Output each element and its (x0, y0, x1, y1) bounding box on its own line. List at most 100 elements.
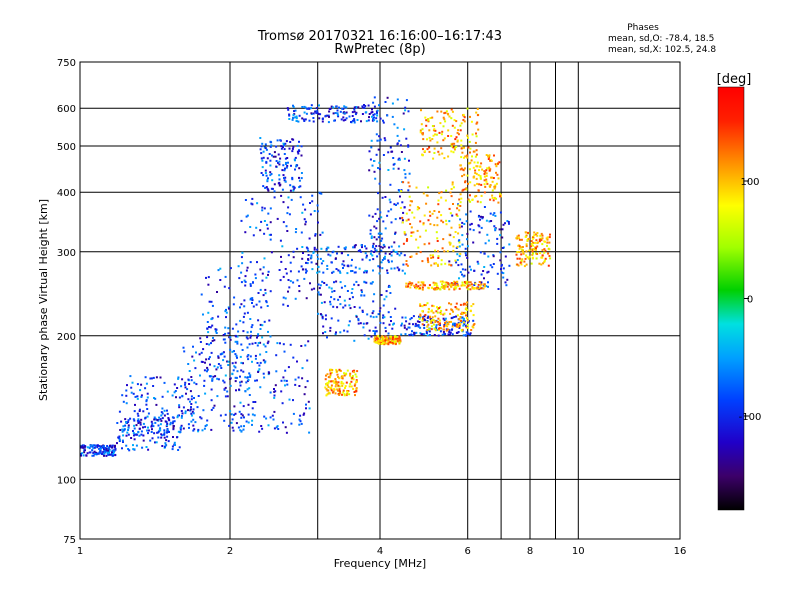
data-point (176, 436, 178, 439)
data-point (528, 237, 530, 240)
data-point (259, 361, 262, 364)
data-point (468, 168, 471, 171)
data-point (246, 355, 249, 358)
data-point (194, 401, 197, 404)
data-point (239, 375, 241, 378)
data-point (270, 144, 273, 147)
data-point (340, 286, 343, 289)
data-point (234, 376, 237, 379)
data-point (251, 302, 253, 304)
data-point (242, 321, 245, 324)
data-point (447, 129, 450, 132)
data-point (450, 188, 453, 190)
data-point (197, 428, 200, 431)
data-point (192, 424, 195, 427)
data-point (498, 228, 501, 231)
data-point (432, 129, 435, 132)
data-point (215, 368, 218, 371)
data-point (398, 254, 401, 257)
data-point (485, 180, 488, 183)
data-point (275, 145, 278, 148)
data-point (382, 340, 385, 343)
data-point (494, 229, 497, 232)
data-point (335, 370, 338, 373)
data-point (456, 331, 459, 334)
data-point (306, 359, 309, 362)
data-point (172, 436, 174, 438)
data-point (445, 189, 448, 192)
data-point (474, 169, 477, 172)
data-point (206, 370, 208, 373)
data-point (477, 283, 480, 286)
data-point (279, 183, 282, 186)
data-point (485, 169, 488, 172)
data-point (294, 168, 296, 171)
data-point (538, 240, 541, 243)
data-point (423, 304, 426, 307)
data-point (396, 252, 399, 255)
data-point (330, 386, 333, 389)
data-point (259, 386, 262, 389)
data-point (255, 303, 258, 306)
data-point (491, 189, 494, 192)
data-point (469, 310, 472, 313)
data-point (328, 286, 331, 289)
data-point (176, 387, 179, 389)
data-point (194, 421, 197, 424)
data-point (307, 258, 309, 261)
data-point (260, 145, 263, 148)
data-point (256, 362, 259, 364)
data-point (459, 252, 462, 255)
data-point (428, 330, 431, 333)
y-tick-label: 500 (57, 142, 76, 153)
data-point (376, 112, 378, 115)
data-point (412, 323, 414, 326)
data-point (408, 195, 411, 198)
data-point (465, 220, 468, 223)
data-point (129, 417, 132, 420)
data-point (532, 237, 534, 240)
data-point (443, 118, 446, 121)
data-point (424, 116, 427, 119)
data-point (470, 120, 473, 123)
data-point (337, 245, 340, 248)
data-point (327, 376, 330, 379)
data-point (350, 380, 353, 383)
data-point (445, 324, 447, 327)
data-point (387, 259, 390, 262)
data-point (295, 115, 298, 118)
data-point (453, 142, 456, 145)
data-point (227, 327, 230, 330)
data-point (166, 435, 169, 438)
data-point (91, 449, 94, 452)
data-point (111, 444, 114, 447)
data-point (181, 378, 184, 381)
data-point (518, 238, 521, 241)
data-point (293, 158, 296, 161)
data-point (320, 301, 323, 304)
data-point (353, 384, 356, 387)
data-point (116, 422, 119, 424)
data-point (296, 279, 299, 282)
data-point (432, 134, 435, 137)
data-point (432, 287, 435, 290)
data-point (105, 449, 108, 452)
data-point (317, 221, 319, 224)
data-point (474, 282, 477, 285)
data-point (399, 195, 401, 198)
data-point (285, 431, 288, 434)
data-point (460, 225, 463, 228)
data-point (458, 318, 461, 320)
data-point (372, 269, 374, 272)
data-point (486, 271, 489, 274)
data-point (271, 179, 274, 182)
data-point (441, 333, 444, 336)
data-point (373, 293, 376, 296)
data-point (480, 183, 483, 186)
data-point (92, 444, 95, 447)
data-point (426, 302, 429, 305)
data-point (199, 416, 202, 419)
data-point (466, 107, 469, 110)
data-point (298, 179, 301, 182)
data-point (442, 116, 445, 119)
